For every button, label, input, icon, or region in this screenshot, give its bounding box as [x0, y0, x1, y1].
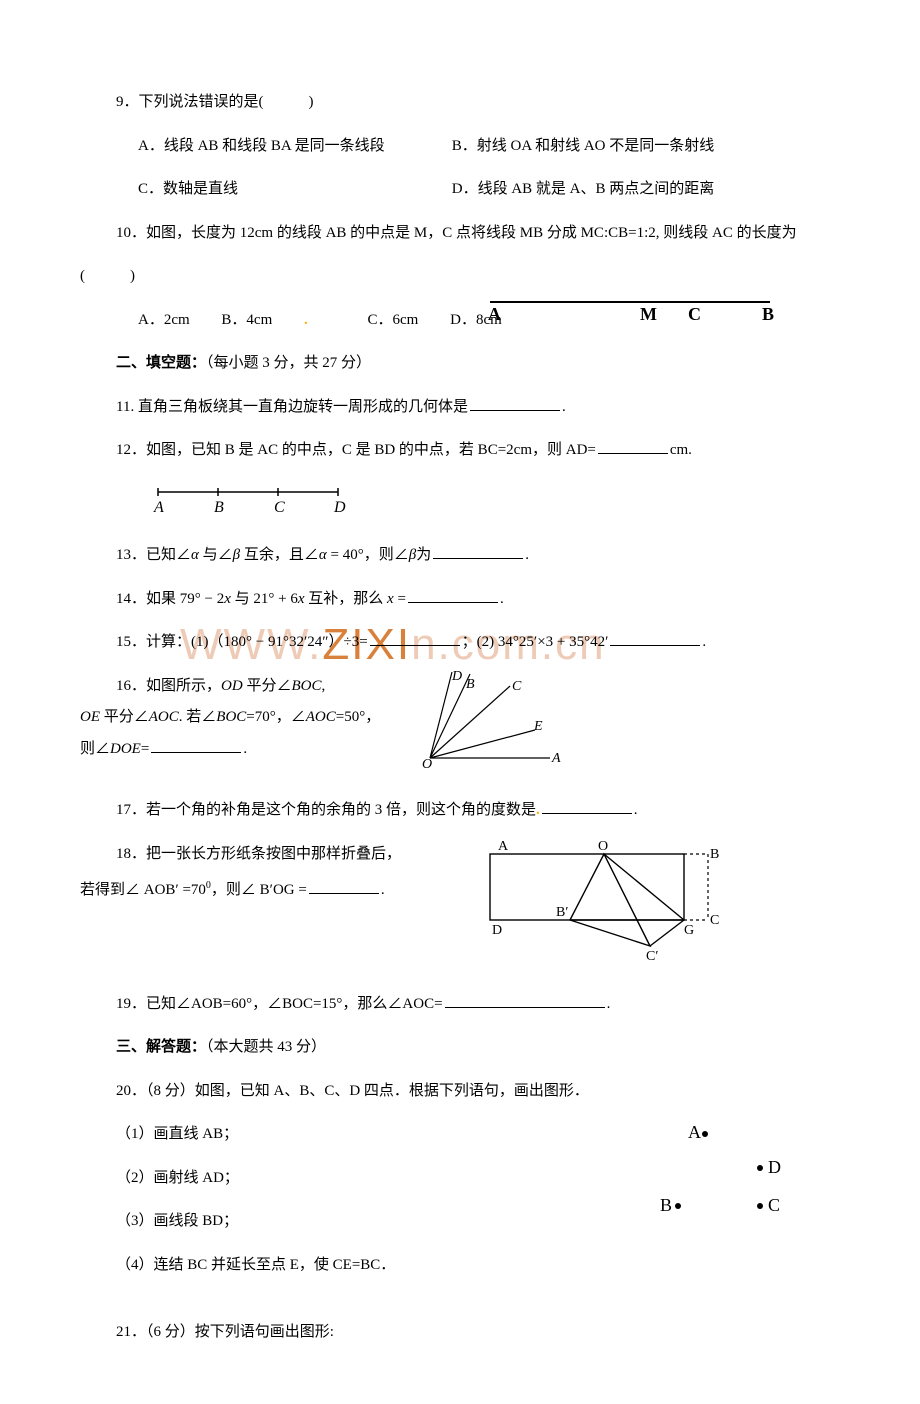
q16-label-a: A	[551, 751, 561, 766]
q15-blank1	[370, 630, 460, 646]
q10-label-b: B	[762, 304, 774, 324]
q12-stem: 12．如图，已知 B 是 AC 的中点，C 是 BD 的中点，若 BC=2cm，…	[80, 438, 840, 464]
q20-label-c: C	[768, 1195, 780, 1215]
q12-blank	[598, 438, 668, 454]
q10-label-c: C	[688, 304, 701, 324]
q16-label-b: B	[466, 677, 475, 692]
q18-l1: 18．把一张长方形纸条按图中那样折叠后，	[116, 842, 496, 868]
q16-figure: O A D B C E	[400, 668, 570, 778]
q9-opt-d: D．线段 AB 就是 A、B 两点之间的距离	[452, 181, 715, 197]
q21: 21．（6 分）按下列语句画出图形:	[80, 1320, 840, 1346]
q20-p4: （4）连结 BC 并延长至点 E，使 CE=BC．	[80, 1253, 840, 1279]
q16-label-c: C	[512, 679, 522, 694]
q9-stem: 9．下列说法错误的是( )	[80, 90, 840, 116]
section2-heading: 二、填空题：（每小题 3 分，共 27 分）	[80, 351, 840, 377]
q11-text: 11. 直角三角板绕其一直角边旋转一周形成的几何体是	[116, 399, 468, 415]
q13-blank	[433, 543, 523, 559]
q11-end: .	[562, 399, 566, 415]
q9-options-row2: C．数轴是直线 D．线段 AB 就是 A、B 两点之间的距离	[80, 177, 840, 203]
q9-opt-a: A．线段 AB 和线段 BA 是同一条线段	[138, 134, 448, 160]
q18-blank	[309, 878, 379, 894]
q20-figure: A D B C	[630, 1116, 810, 1231]
yellow-dot-icon: .	[536, 802, 540, 818]
q20-label-b: B	[660, 1195, 672, 1215]
q10-stem-b: ( )	[80, 264, 840, 290]
q18-label-bp: B′	[556, 905, 568, 920]
q10-label-a: A	[488, 304, 501, 324]
q12-label-a: A	[153, 499, 164, 516]
q16-angle-svg: O A D B C E	[400, 668, 570, 768]
q18-label-b: B	[710, 847, 719, 862]
q9-opt-c: C．数轴是直线	[138, 177, 448, 203]
q10-options: A．2cm B．4cm . C．6cm D．8cm A M C B	[80, 308, 840, 334]
q18-label-c: C	[710, 913, 719, 928]
q17-blank	[542, 798, 632, 814]
q18-label-g: G	[684, 923, 694, 938]
q12-label-c: C	[274, 499, 285, 516]
q14: 14．如果 79° − 2x 与 21° + 6x 互补，那么 x =.	[80, 587, 840, 613]
section3-title: 三、解答题：	[116, 1039, 206, 1055]
section2-points: （每小题 3 分，共 27 分）	[206, 355, 371, 371]
section3-heading: 三、解答题：（本大题共 43 分）	[80, 1035, 840, 1061]
q12-text-b: cm.	[670, 442, 692, 458]
q10-line-svg: A M C B	[480, 292, 780, 328]
q10-stem-a: 10．如图，长度为 12cm 的线段 AB 的中点是 M，C 点将线段 MB 分…	[80, 221, 840, 247]
q13: 13．已知∠α 与∠β 互余，且∠α = 40°，则∠β为.	[80, 543, 840, 569]
q10-opt-b: B．4cm .	[221, 312, 335, 328]
q10-figure: A M C B	[480, 292, 780, 338]
q16-row: 16．如图所示，OD 平分∠BOC, OE 平分∠AOC. 若∠BOC=70°，…	[80, 674, 840, 763]
q20-label-d: D	[768, 1157, 781, 1177]
q9-options-row1: A．线段 AB 和线段 BA 是同一条线段 B．射线 OA 和射线 AO 不是同…	[80, 134, 840, 160]
q19-blank	[445, 992, 605, 1008]
q10-opt-c: C．6cm	[368, 312, 419, 328]
q18-label-a: A	[498, 839, 509, 854]
q18-l2: 若得到∠ AOB′ =700，则∠ B′OG =.	[80, 877, 496, 904]
q18-label-cp: C′	[646, 949, 658, 964]
q11: 11. 直角三角板绕其一直角边旋转一周形成的几何体是.	[80, 395, 840, 421]
q16-label-e: E	[533, 719, 543, 734]
q12-label-d: D	[333, 499, 346, 516]
q20-stem: 20．（8 分）如图，已知 A、B、C、D 四点．根据下列语句，画出图形．	[80, 1079, 840, 1105]
q18-figure: A O B B′ D C G C′	[470, 836, 720, 976]
document-page: 9．下列说法错误的是( ) A．线段 AB 和线段 BA 是同一条线段 B．射线…	[0, 0, 920, 1404]
q10-label-m: M	[640, 304, 657, 324]
q18-fold-svg: A O B B′ D C G C′	[470, 836, 720, 966]
q12-text-a: 12．如图，已知 B 是 AC 的中点，C 是 BD 的中点，若 BC=2cm，…	[116, 442, 596, 458]
yellow-dot-icon: .	[304, 312, 308, 328]
q10-opt-a: A．2cm	[138, 312, 190, 328]
q12-figure: A B C D	[80, 482, 840, 526]
q15-blank2	[610, 630, 700, 646]
q16-blank	[151, 737, 241, 753]
q16-label-o: O	[422, 757, 432, 768]
q20-points-svg: A D B C	[630, 1116, 810, 1226]
q18-text-block: 18．把一张长方形纸条按图中那样折叠后， 若得到∠ AOB′ =700，则∠ B…	[116, 842, 496, 904]
q12-label-b: B	[214, 499, 224, 516]
q15: 15．计算：(1)（180° − 91°32′24″）÷3=；(2) 34°25…	[80, 630, 840, 656]
q20-label-a: A	[688, 1122, 701, 1142]
q16-label-d: D	[451, 669, 462, 684]
section2-title: 二、填空题：	[116, 355, 206, 371]
q19: 19．已知∠AOB=60°，∠BOC=15°，那么∠AOC=.	[80, 992, 840, 1018]
q11-blank	[470, 395, 560, 411]
section3-points: （本大题共 43 分）	[206, 1039, 326, 1055]
q18-label-o: O	[598, 839, 608, 854]
q9-opt-b: B．射线 OA 和射线 AO 不是同一条射线	[452, 138, 715, 154]
q14-blank	[408, 587, 498, 603]
q20-body: （1）画直线 AB； （2）画射线 AD； （3）画线段 BD； （4）连结 B…	[80, 1122, 840, 1278]
q17: 17．若一个角的补角是这个角的余角的 3 倍，则这个角的度数是..	[80, 798, 840, 824]
q12-line-svg: A B C D	[138, 482, 358, 516]
q18-row: 18．把一张长方形纸条按图中那样折叠后， 若得到∠ AOB′ =700，则∠ B…	[80, 842, 840, 904]
q18-label-d: D	[492, 923, 502, 938]
